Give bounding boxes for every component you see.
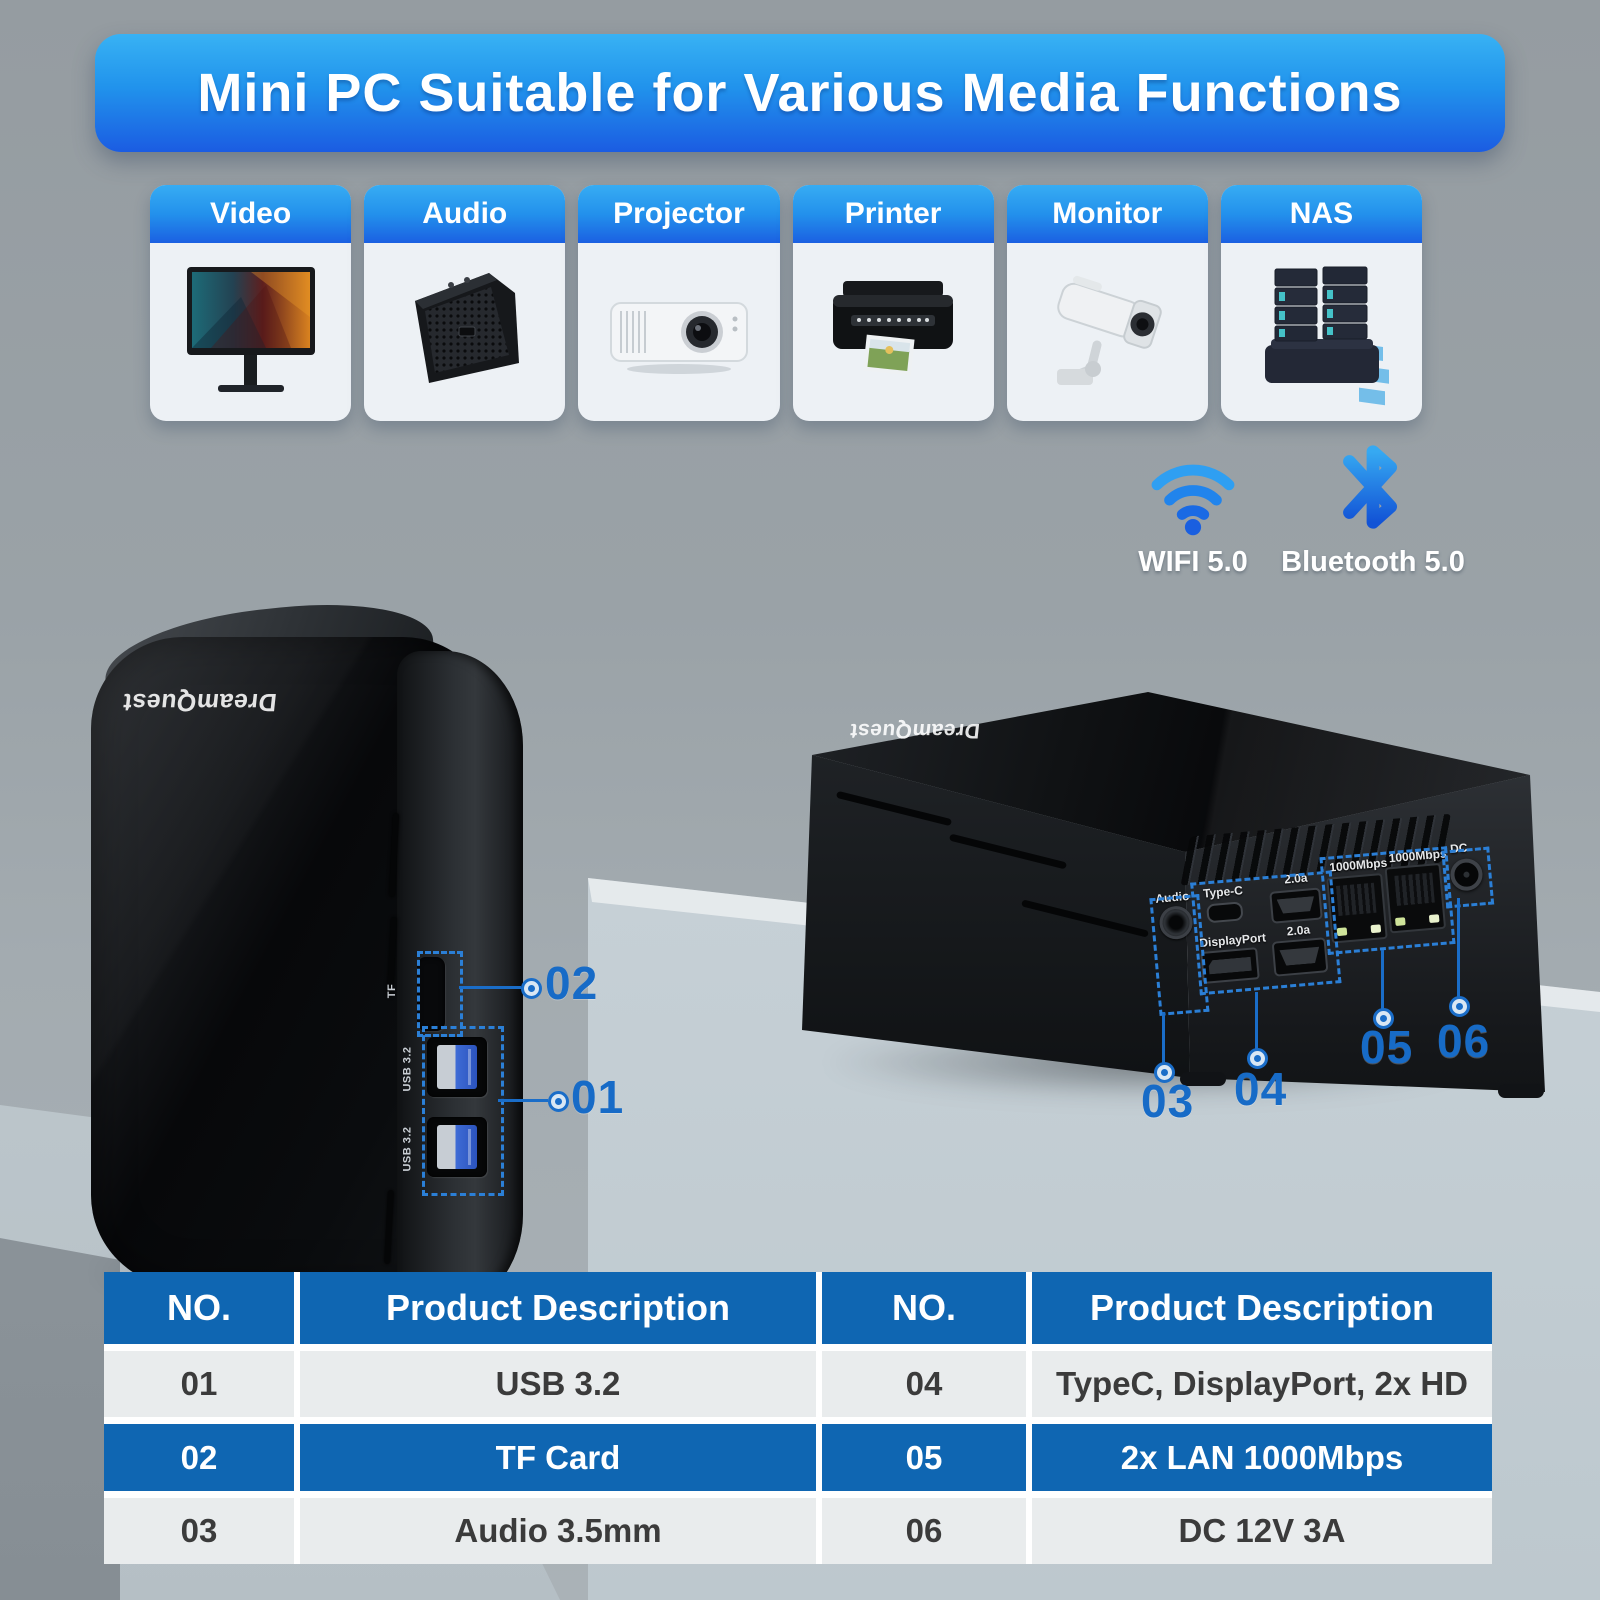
- tf-port-label: TF: [386, 983, 399, 999]
- monitor-icon: [150, 243, 351, 421]
- table-row-desc: TypeC, DisplayPort, 2x HD: [1032, 1351, 1492, 1417]
- card-monitor-camera: Monitor: [1006, 185, 1208, 421]
- card-nas: NAS: [1220, 185, 1423, 421]
- callout-box-video-ports: [1190, 870, 1342, 996]
- card-video-label: Video: [150, 185, 352, 243]
- usb-port-bottom: [427, 1117, 487, 1177]
- rear-ports-panel: Audio Type-C 2.0a DisplayPort 2.0a 1000M…: [1128, 801, 1568, 1087]
- callout-03: 03: [1141, 1075, 1195, 1127]
- wifi-icon: [1151, 464, 1235, 536]
- table-row-no: 04: [822, 1351, 1026, 1417]
- leader-line-03: [1162, 1012, 1165, 1066]
- mini-pc-side-view: DreamQuest TF USB 3.2 USB 3.2: [85, 591, 535, 1309]
- leader-dot-03: [1154, 1062, 1175, 1083]
- table-row-desc: TF Card: [300, 1424, 816, 1491]
- card-audio: Audio: [364, 185, 566, 421]
- callout-box-tf: [417, 951, 463, 1037]
- right-no-header: NO.: [822, 1272, 1026, 1344]
- leader-dot-04: [1247, 1048, 1268, 1069]
- leader-line-06: [1457, 898, 1460, 1000]
- card-printer-label: Printer: [792, 185, 994, 243]
- brand-logo-left: DreamQuest: [121, 688, 279, 716]
- leader-line-04: [1255, 992, 1258, 1052]
- leader-line-02: [459, 986, 521, 989]
- bluetooth-badge: Bluetooth 5.0: [1268, 436, 1478, 579]
- leader-line-01: [498, 1099, 548, 1102]
- printer-icon: [793, 243, 994, 421]
- speaker-icon: [364, 243, 565, 421]
- leader-dot-01: [548, 1091, 569, 1112]
- wifi-label: WIFI 5.0: [1138, 546, 1248, 578]
- usb-port-label: USB 3.2: [401, 1046, 414, 1092]
- table-row-desc: DC 12V 3A: [1032, 1498, 1492, 1564]
- table-row-no: 02: [104, 1424, 294, 1491]
- projector-icon: [578, 243, 779, 421]
- card-projector-label: Projector: [578, 185, 780, 243]
- callout-04: 04: [1234, 1063, 1288, 1115]
- leader-dot-06: [1449, 996, 1470, 1017]
- device-foot: [1498, 1084, 1544, 1098]
- media-cards-row: Video Audio: [150, 185, 1423, 421]
- table-row-no: 01: [104, 1351, 294, 1417]
- usb-port-label: USB 3.2: [401, 1126, 414, 1172]
- leader-dot-05: [1373, 1008, 1394, 1029]
- table-row-desc: Audio 3.5mm: [300, 1498, 816, 1564]
- callout-box-lan: [1319, 846, 1456, 956]
- leader-dot-02: [521, 978, 542, 999]
- callout-05: 05: [1360, 1021, 1414, 1073]
- mini-pc-back-view: DreamQuest Audio Type-C 2.0a DisplayPort…: [780, 660, 1570, 1120]
- table-row-desc: USB 3.2: [300, 1351, 816, 1417]
- left-desc-header: Product Description: [300, 1272, 816, 1344]
- callout-box-usb: [422, 1026, 504, 1196]
- card-monitor-label: Monitor: [1006, 185, 1208, 243]
- card-nas-label: NAS: [1220, 185, 1423, 243]
- table-row-no: 06: [822, 1498, 1026, 1564]
- spec-table: NO. Product Description NO. Product Desc…: [104, 1272, 1492, 1564]
- left-no-header: NO.: [104, 1272, 294, 1344]
- tf-card-slot: [417, 957, 445, 1031]
- bluetooth-icon: [1343, 445, 1398, 529]
- right-desc-header: Product Description: [1032, 1272, 1492, 1344]
- nas-icon: [1221, 243, 1422, 421]
- callout-01: 01: [571, 1071, 625, 1123]
- card-printer: Printer: [792, 185, 994, 421]
- callout-06: 06: [1437, 1015, 1491, 1067]
- bluetooth-label: Bluetooth 5.0: [1281, 546, 1465, 578]
- cctv-camera-icon: [1007, 243, 1208, 421]
- device-foot: [1180, 1072, 1226, 1086]
- card-video: Video: [150, 185, 352, 421]
- leader-line-05: [1381, 950, 1384, 1012]
- usb-port-top: [427, 1037, 487, 1097]
- brand-logo-right: DreamQuest: [848, 719, 982, 742]
- callout-box-dc: [1441, 846, 1495, 909]
- callout-02: 02: [545, 957, 599, 1009]
- title-banner: Mini PC Suitable for Various Media Funct…: [95, 34, 1505, 152]
- wifi-badge: WIFI 5.0: [1108, 446, 1278, 579]
- card-audio-label: Audio: [364, 185, 566, 243]
- table-row-desc: 2x LAN 1000Mbps: [1032, 1424, 1492, 1491]
- table-row-no: 05: [822, 1424, 1026, 1491]
- card-projector: Projector: [578, 185, 780, 421]
- page-title: Mini PC Suitable for Various Media Funct…: [197, 63, 1403, 123]
- table-row-no: 03: [104, 1498, 294, 1564]
